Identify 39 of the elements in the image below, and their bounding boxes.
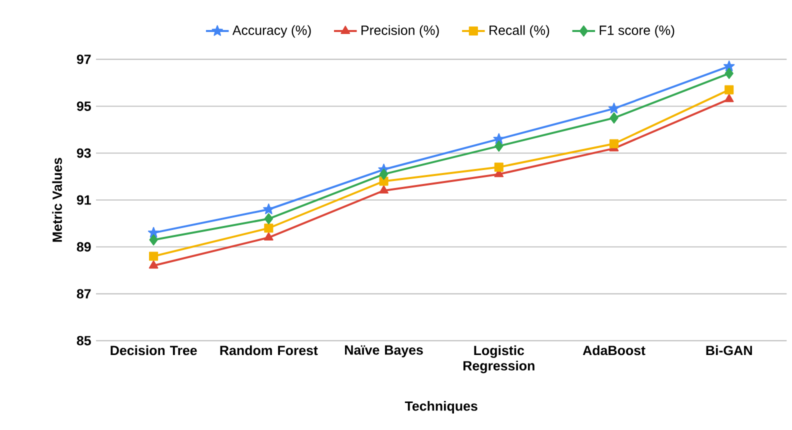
y-tick-label: 87 (76, 289, 91, 298)
y-tick-label: 85 (76, 336, 91, 346)
legend-label: Recall (%) (490, 25, 550, 38)
point (149, 252, 158, 261)
point (724, 60, 735, 72)
point (724, 85, 734, 94)
y-tick-label: 95 (76, 102, 91, 111)
point (379, 185, 388, 194)
point (610, 112, 618, 124)
x-tick-label: Naïve Bayes (345, 345, 423, 358)
point (494, 162, 504, 172)
legend-label: Accuracy (%) (232, 25, 311, 38)
point (493, 133, 504, 144)
x-tick-label: Bi-GAN (706, 345, 752, 356)
x-axis-title: Techniques (404, 401, 478, 414)
point (724, 68, 734, 80)
point (148, 260, 158, 269)
point (724, 94, 734, 102)
point (379, 168, 388, 180)
legend-label: F1 score (%) (600, 25, 674, 38)
point (148, 226, 160, 238)
point (609, 139, 619, 148)
x-tick-label: AdaBoost (582, 345, 646, 356)
legend-label: Precision (%) (362, 25, 439, 38)
point (264, 213, 274, 224)
point (264, 224, 274, 233)
point (149, 234, 158, 246)
point (263, 204, 274, 214)
y-tick-label: 91 (76, 195, 91, 205)
point (608, 102, 620, 114)
y-tick-label: 89 (76, 242, 91, 252)
point (494, 140, 504, 152)
y-tick-label: 97 (76, 54, 91, 64)
y-tick-label: 93 (76, 148, 91, 158)
y-axis-title: Metric Values (52, 158, 62, 242)
x-tick-label: Random Forest (220, 345, 318, 356)
point (264, 232, 274, 240)
x-tick-label: Logistic Regression (463, 345, 534, 374)
x-tick-label: Decision Tree (110, 345, 197, 356)
